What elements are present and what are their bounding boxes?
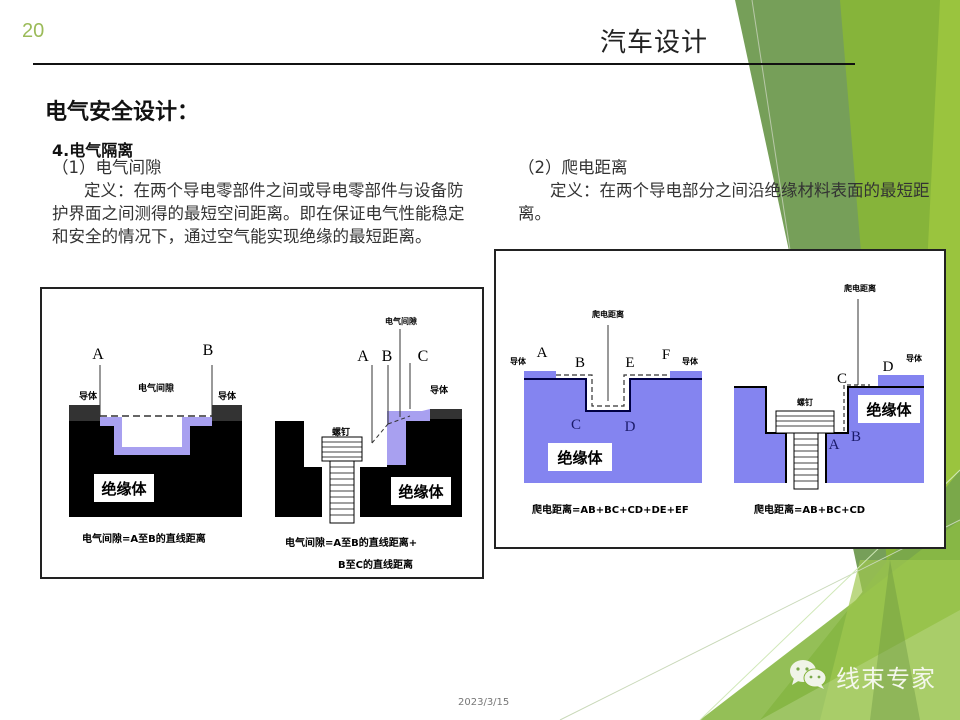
svg-text:E: E — [625, 355, 634, 371]
svg-text:爬电距离: 爬电距离 — [843, 283, 876, 293]
header-divider — [33, 63, 855, 65]
svg-text:导体: 导体 — [218, 390, 237, 402]
svg-text:B: B — [203, 342, 214, 359]
svg-text:绝缘体: 绝缘体 — [398, 483, 444, 501]
brand-name: 线束专家 — [836, 664, 936, 693]
svg-text:A: A — [92, 346, 104, 363]
svg-text:B: B — [851, 429, 861, 445]
creepage-diagram-1: 爬电距离 A B E F C D 导体 导体 绝缘体 爬电距离=AB+BC+CD… — [510, 309, 702, 516]
svg-text:C: C — [418, 348, 429, 365]
svg-text:C: C — [837, 371, 847, 387]
svg-text:导体: 导体 — [79, 390, 98, 402]
svg-text:导体: 导体 — [430, 384, 449, 396]
svg-text:绝缘体: 绝缘体 — [101, 480, 147, 498]
svg-text:绝缘体: 绝缘体 — [557, 449, 603, 467]
header-title: 汽车设计 — [600, 28, 709, 58]
svg-text:螺钉: 螺钉 — [797, 397, 813, 407]
svg-text:导体: 导体 — [682, 356, 699, 366]
clearance-diagram-1: A B 导体 导体 电气间隙 绝缘体 电气间隙=A至B的直线距离 — [69, 342, 242, 545]
page-heading: 电气安全设计： — [45, 100, 200, 125]
creepage-definition: 定义：在两个导电部分之间沿绝缘材料表面的最短距离。 — [518, 181, 930, 223]
svg-text:B至C的直线距离: B至C的直线距离 — [338, 558, 413, 571]
svg-text:爬电距离=AB+BC+CD: 爬电距离=AB+BC+CD — [753, 503, 865, 516]
creepage-figure: 爬电距离 A B E F C D 导体 导体 绝缘体 爬电距离=AB+BC+CD… — [494, 249, 946, 549]
section-title: 4.电气隔离 — [52, 141, 134, 160]
svg-text:电气间隙: 电气间隙 — [385, 316, 417, 326]
clearance-definition: 定义：在两个导电零部件之间或导电零部件与设备防护界面之间测得的最短空间距离。即在… — [52, 181, 465, 246]
svg-text:爬电距离=AB+BC+CD+DE+EF: 爬电距离=AB+BC+CD+DE+EF — [531, 503, 689, 516]
svg-text:B: B — [382, 348, 393, 365]
svg-text:爬电距离: 爬电距离 — [591, 309, 624, 319]
svg-text:导体: 导体 — [510, 356, 527, 366]
svg-text:D: D — [625, 419, 636, 435]
svg-text:C: C — [571, 417, 581, 433]
clearance-diagram-2: 电气间隙 A B C 导体 螺钉 绝缘体 电气间隙=A至B的直线距离+ B至C的… — [275, 316, 462, 571]
clearance-figure: A B 导体 导体 电气间隙 绝缘体 电气间隙=A至B的直线距离 — [40, 287, 484, 579]
clearance-subtitle: （1）电气间隙 — [52, 158, 162, 177]
svg-text:导体: 导体 — [906, 353, 923, 363]
svg-text:螺钉: 螺钉 — [332, 426, 350, 438]
brand-watermark: 线束专家 — [788, 658, 936, 694]
svg-text:绝缘体: 绝缘体 — [866, 401, 912, 419]
wechat-icon — [788, 658, 828, 694]
svg-text:电气间隙: 电气间隙 — [138, 382, 174, 394]
svg-text:电气间隙=A至B的直线距离: 电气间隙=A至B的直线距离 — [82, 532, 206, 545]
clearance-text-block: （1）电气间隙 定义：在两个导电零部件之间或导电零部件与设备防护界面之间测得的最… — [52, 156, 472, 248]
svg-text:A: A — [357, 348, 369, 365]
slide-number: 20 — [22, 20, 45, 42]
svg-text:电气间隙=A至B的直线距离+: 电气间隙=A至B的直线距离+ — [285, 536, 417, 549]
svg-text:F: F — [662, 347, 670, 363]
creepage-diagram-2: 爬电距离 C D 导体 A B 螺钉 绝缘体 爬电距离=AB+BC+CD — [734, 283, 924, 516]
svg-text:B: B — [575, 355, 585, 371]
svg-text:D: D — [883, 359, 894, 375]
footer-date: 2023/3/15 — [458, 697, 510, 708]
creepage-subtitle: （2）爬电距离 — [518, 158, 628, 177]
svg-text:A: A — [829, 437, 840, 453]
creepage-text-block: （2）爬电距离 定义：在两个导电部分之间沿绝缘材料表面的最短距离。 — [518, 156, 938, 225]
svg-text:A: A — [537, 345, 548, 361]
